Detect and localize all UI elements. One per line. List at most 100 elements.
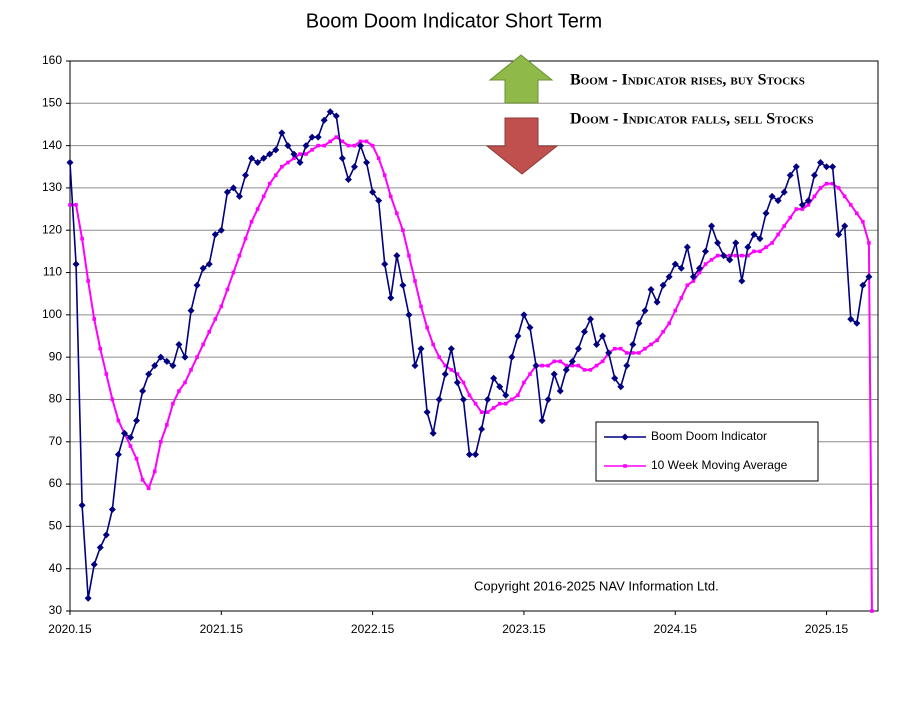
data-point (328, 139, 333, 144)
data-point (552, 359, 556, 364)
data-point (762, 209, 770, 217)
data-point (841, 222, 849, 230)
data-point (726, 256, 734, 264)
data-point (102, 531, 110, 539)
data-point (78, 501, 86, 509)
y-tick-label: 150 (42, 95, 62, 109)
data-point (806, 203, 811, 207)
data-point (516, 393, 520, 398)
data-point (514, 332, 522, 340)
data-point (388, 194, 393, 199)
chart-title: Boom Doom Indicator Short Term (306, 10, 602, 32)
data-point (526, 324, 534, 332)
data-point (550, 370, 558, 378)
y-tick-label: 110 (43, 265, 62, 279)
data-point (352, 143, 357, 148)
data-point (280, 164, 284, 169)
data-point (522, 380, 526, 385)
data-point (181, 353, 189, 361)
data-point (158, 439, 163, 444)
data-point (382, 173, 387, 178)
data-point (133, 417, 141, 425)
data-point (558, 359, 563, 364)
data-point (817, 159, 825, 167)
data-point (502, 391, 510, 399)
data-point (611, 374, 619, 382)
data-point (193, 281, 201, 289)
data-point (334, 135, 339, 139)
data-point (425, 325, 429, 330)
data-point (292, 156, 296, 161)
data-point (600, 359, 605, 364)
data-point (163, 357, 171, 365)
data-point (538, 417, 546, 425)
data-point (623, 362, 631, 370)
data-point (213, 317, 218, 321)
data-point (540, 363, 544, 368)
data-point (562, 366, 570, 374)
data-point (459, 395, 467, 403)
data-point (770, 241, 774, 245)
data-point (267, 181, 272, 186)
data-point (768, 192, 776, 200)
data-point (847, 315, 855, 323)
data-point (453, 379, 461, 387)
data-point (649, 342, 653, 347)
y-tick-label: 80 (49, 392, 63, 406)
data-point (248, 154, 256, 162)
data-point (830, 181, 835, 186)
data-point (804, 197, 812, 205)
data-point (758, 249, 762, 254)
data-point (332, 112, 340, 120)
x-tick-label: 2022.15 (351, 622, 395, 636)
data-point (296, 159, 304, 167)
data-point (855, 211, 859, 216)
data-point (151, 362, 159, 370)
data-point (449, 368, 454, 372)
data-point (423, 408, 431, 416)
data-point (98, 346, 103, 351)
data-point (756, 235, 764, 243)
data-point (340, 139, 345, 144)
data-point (835, 230, 843, 238)
data-point (175, 340, 183, 348)
data-point (635, 319, 643, 327)
data-point (865, 273, 873, 281)
data-point (496, 383, 504, 391)
data-point (231, 270, 236, 275)
data-point (490, 374, 498, 382)
data-point (249, 219, 254, 224)
data-point (647, 285, 655, 293)
data-point (254, 159, 262, 167)
data-point (617, 383, 625, 391)
y-tick-label: 90 (49, 349, 63, 363)
legend: Boom Doom Indicator 10 Week Moving Averag… (595, 421, 819, 482)
data-point (171, 401, 175, 406)
data-point (697, 270, 702, 275)
data-point (625, 351, 629, 355)
data-point (593, 340, 601, 348)
data-point (104, 372, 109, 376)
data-point (612, 346, 617, 351)
data-point (235, 192, 243, 200)
data-point (260, 154, 268, 162)
data-point (375, 197, 383, 205)
data-point (695, 264, 703, 272)
data-point (685, 283, 690, 288)
data-point (497, 401, 502, 406)
data-point (746, 253, 750, 258)
data-point (818, 186, 823, 190)
data-point (399, 281, 407, 289)
y-tick-label: 100 (42, 307, 62, 321)
y-tick-label: 160 (42, 53, 62, 67)
data-point (225, 287, 230, 292)
data-point (431, 342, 435, 347)
data-point (667, 321, 671, 326)
data-point (853, 319, 861, 327)
data-point (165, 423, 169, 427)
data-point (774, 197, 782, 205)
data-point (255, 207, 260, 211)
data-point (473, 401, 478, 406)
legend-marker (621, 433, 629, 441)
data-point (116, 418, 121, 423)
